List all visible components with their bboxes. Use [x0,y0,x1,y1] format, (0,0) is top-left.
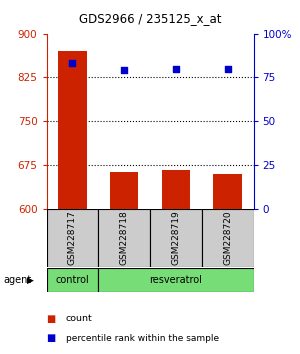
Point [122,68,127,73]
Point [70,61,75,66]
Text: ■: ■ [46,333,56,343]
Bar [98,268,253,292]
Bar [98,209,150,267]
Text: resveratrol: resveratrol [149,275,202,285]
Bar [58,51,87,209]
Bar [150,209,202,267]
Text: GDS2966 / 235125_x_at: GDS2966 / 235125_x_at [79,12,221,25]
Bar [213,174,242,209]
Bar [162,170,190,209]
Text: percentile rank within the sample: percentile rank within the sample [66,333,219,343]
Text: agent: agent [3,275,31,285]
Text: GSM228720: GSM228720 [223,211,232,266]
Bar [46,268,98,292]
Point [173,66,178,72]
Bar [202,209,254,267]
Point [225,66,230,72]
Text: ■: ■ [46,314,56,324]
Text: GSM228718: GSM228718 [120,211,129,266]
Text: ▶: ▶ [27,275,33,285]
Text: GSM228717: GSM228717 [68,211,77,266]
Bar [110,172,138,209]
Bar [46,209,98,267]
Text: GSM228719: GSM228719 [171,211,180,266]
Text: count: count [66,314,93,323]
Text: control: control [56,275,89,285]
